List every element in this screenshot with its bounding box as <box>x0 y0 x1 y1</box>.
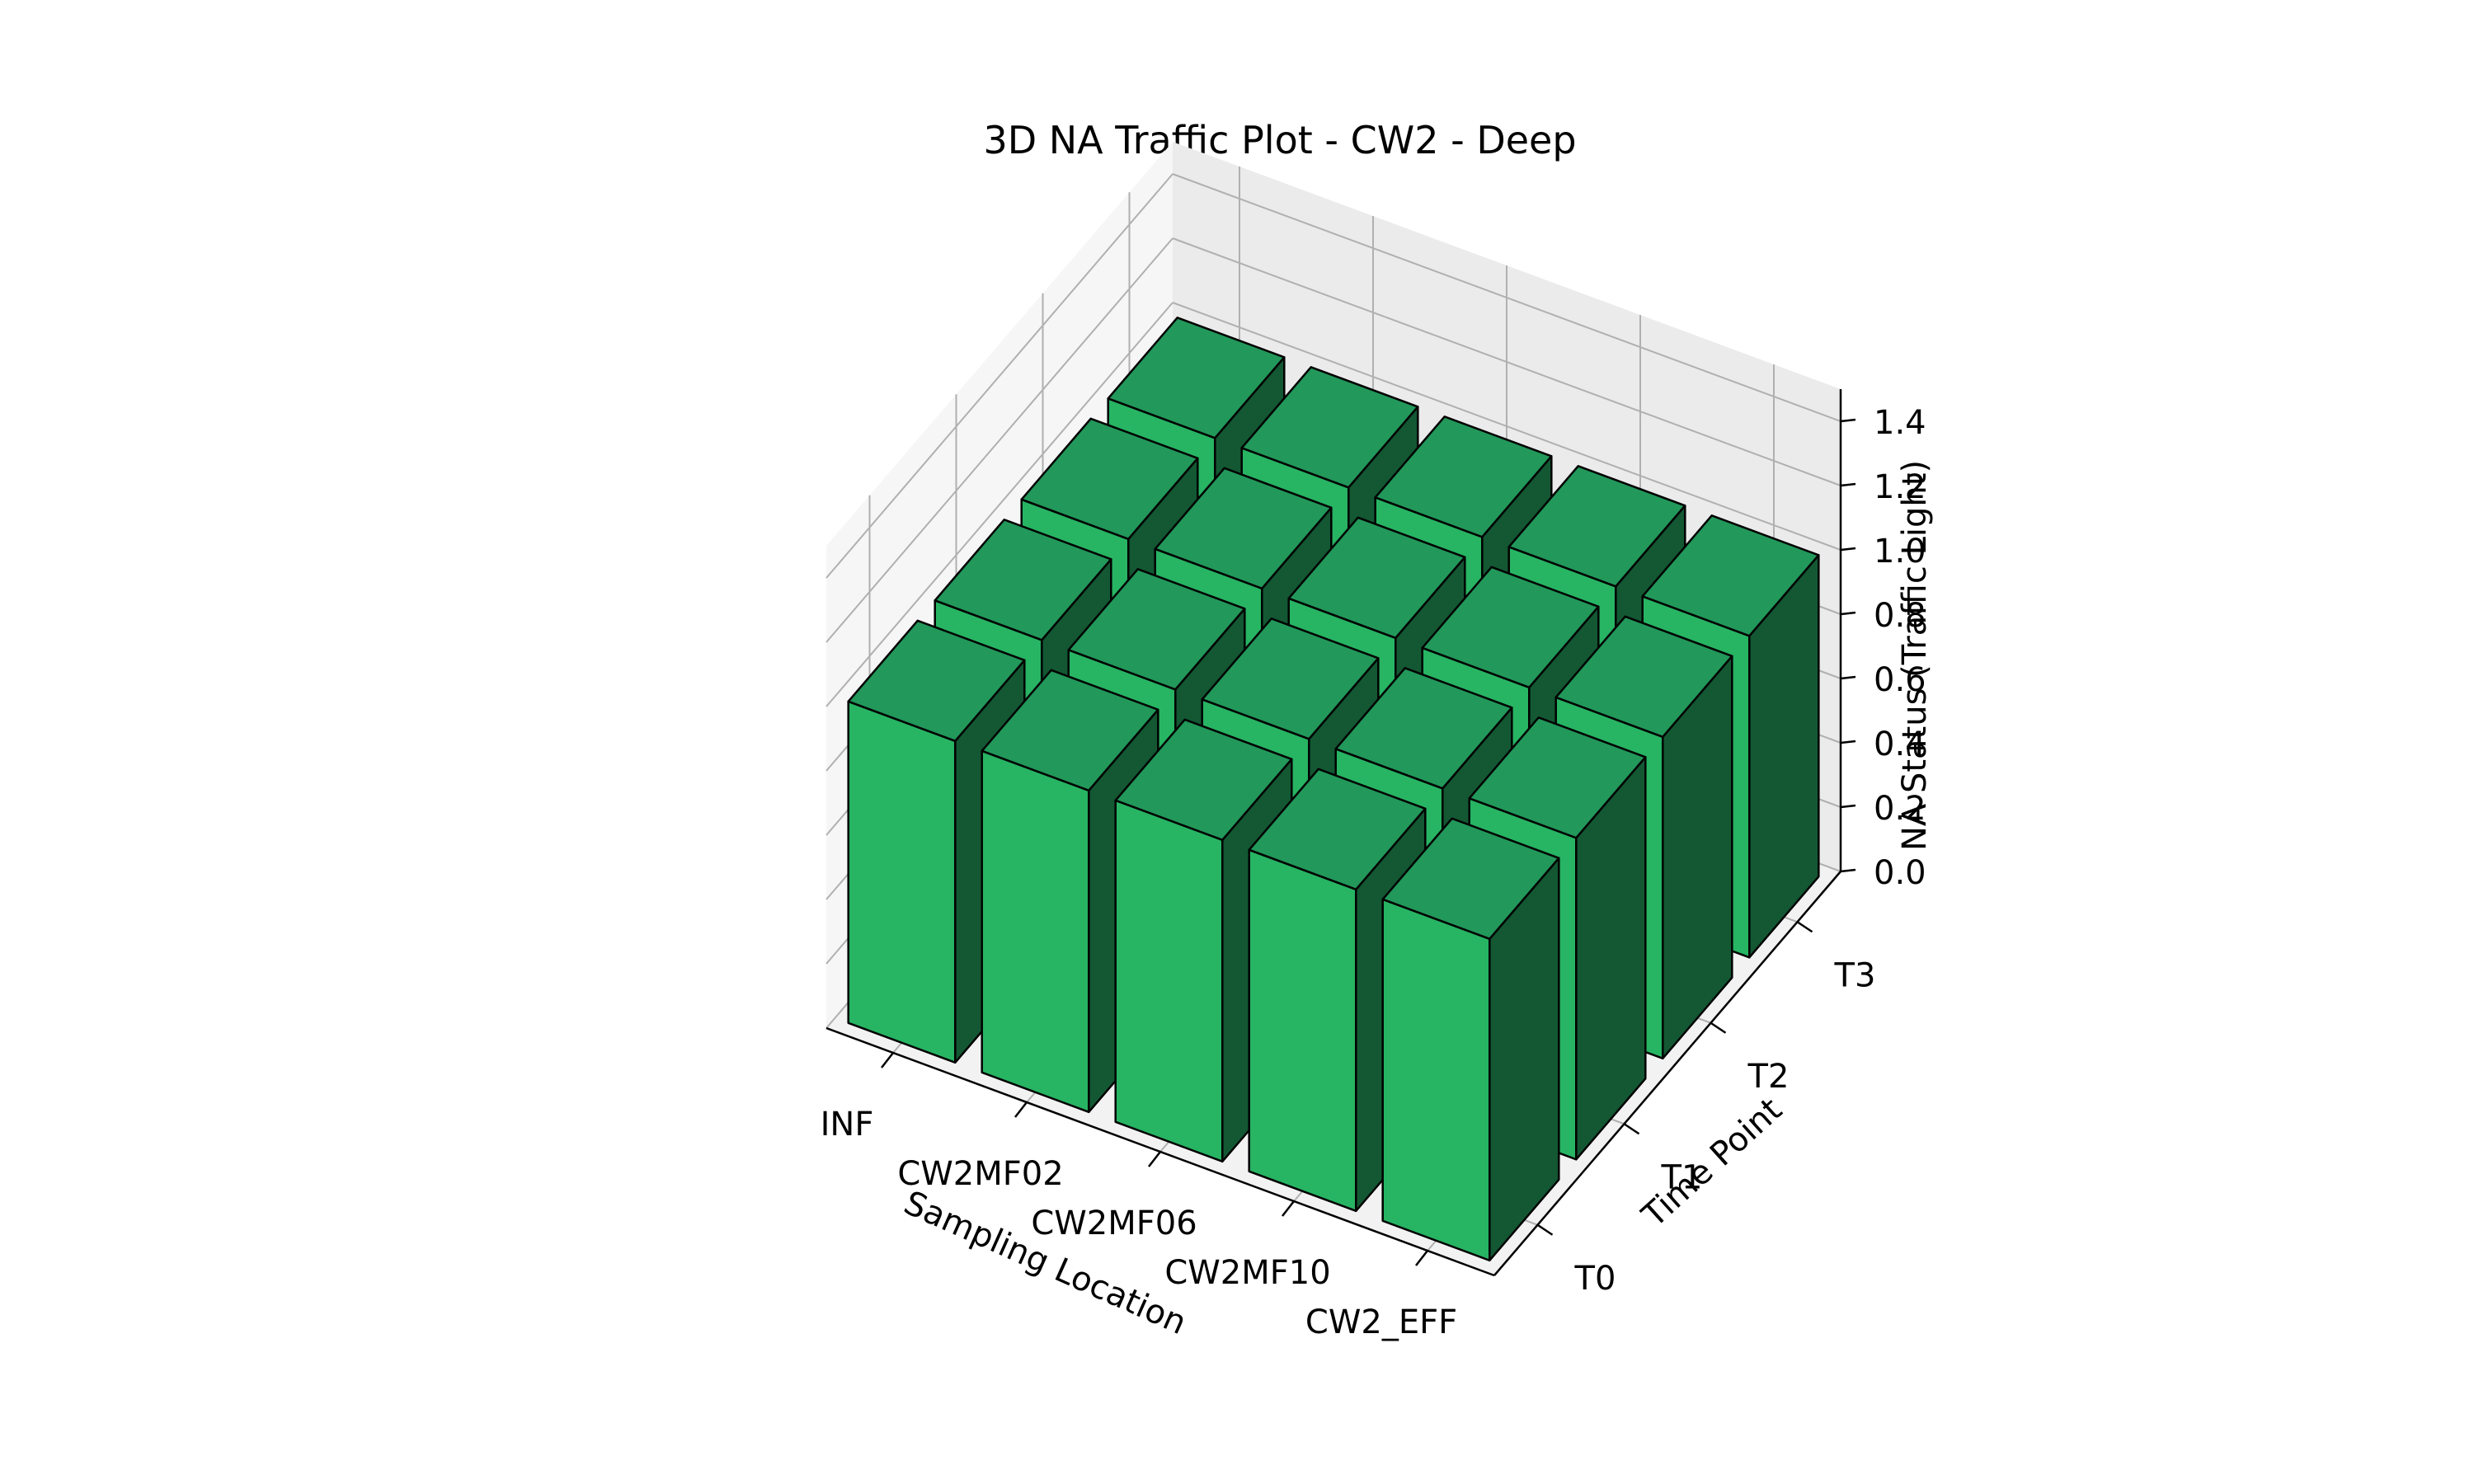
y-tick <box>1796 921 1813 933</box>
z-gridline-left <box>825 237 1174 643</box>
x-tick-label: CW2MF06 <box>1031 1205 1197 1242</box>
z-tick-label: 0.2 <box>1874 790 1926 828</box>
bar <box>1381 817 1560 1262</box>
x-tick-label: CW2MF02 <box>897 1155 1063 1193</box>
z-tick <box>1840 482 1856 487</box>
z-tick <box>1840 868 1856 873</box>
z-gridline-left <box>825 173 1174 579</box>
bar-top-face <box>1154 467 1333 590</box>
y-tick-label: T1 <box>1661 1158 1703 1196</box>
bar-front-face <box>847 700 957 1064</box>
bar-top-face <box>1641 514 1820 637</box>
z-tick-label: 0.0 <box>1874 854 1926 892</box>
bar-top-face <box>1020 417 1199 541</box>
y-tick-label: T2 <box>1747 1058 1790 1096</box>
x-tick <box>1148 1151 1161 1167</box>
bar-top-face <box>934 519 1112 641</box>
x-tick <box>1282 1200 1295 1217</box>
x-tick-label: INF <box>821 1106 874 1144</box>
bar-top-face <box>1067 568 1246 691</box>
z-tick-label: 1.2 <box>1874 468 1926 506</box>
bar-top-face <box>1248 768 1427 891</box>
z-tick-label: 0.4 <box>1874 726 1926 763</box>
y-tick <box>1710 1021 1727 1034</box>
bar-top-face <box>1107 317 1286 439</box>
bar-top-face <box>981 669 1159 792</box>
x-tick-label: CW2MF10 <box>1164 1254 1330 1292</box>
y-axis-label: Time Point <box>1634 1091 1790 1235</box>
x-tick <box>1415 1250 1428 1266</box>
y-axis-line <box>1493 871 1841 1276</box>
z-tick <box>1840 675 1856 680</box>
bar-front-face <box>1381 898 1491 1262</box>
x-tick <box>1014 1101 1028 1118</box>
y-tick <box>1623 1123 1640 1135</box>
bar-top-face <box>1201 618 1380 740</box>
z-tick <box>1840 611 1856 616</box>
z-tick-label: 1.4 <box>1874 404 1926 442</box>
bar-top-face <box>847 619 1026 743</box>
z-axis-label: NA Status (Traffic Light) <box>1896 460 1934 851</box>
bar <box>847 619 1026 1064</box>
bar-top-face <box>1287 516 1466 640</box>
x-tick-label: CW2_EFF <box>1305 1303 1457 1341</box>
tick-labels: INF CW2MF02 CW2MF06 CW2MF10 CW2_EFF T0 T1 T2 T3 0… <box>821 404 1926 1341</box>
z-tick <box>1840 740 1856 744</box>
bar-top-face <box>1507 465 1686 588</box>
bar-top-face <box>1334 667 1513 790</box>
y-tick-label: T0 <box>1574 1260 1616 1298</box>
bars <box>847 317 1820 1262</box>
bar-top-face <box>1374 416 1553 538</box>
y-tick <box>1536 1223 1554 1236</box>
z-tick-label: 1.0 <box>1874 533 1926 571</box>
bar-front-face <box>1114 799 1224 1163</box>
y-tick-label: T3 <box>1834 956 1876 994</box>
z-tick <box>1840 547 1856 552</box>
z-tick <box>1840 804 1856 809</box>
bar-top-face <box>1554 615 1733 739</box>
bar-top-face <box>1468 716 1647 839</box>
bar-front-face <box>981 749 1090 1114</box>
x-tick <box>881 1052 894 1068</box>
bar-front-face <box>1248 848 1357 1213</box>
z-tick-label: 0.6 <box>1874 661 1926 699</box>
z-tick-label: 0.8 <box>1874 597 1926 635</box>
bar-top-face <box>1381 817 1560 941</box>
z-tick <box>1840 418 1856 423</box>
bar-top-face <box>1240 366 1419 489</box>
chart-title: 3D NA Traffic Plot - CW2 - Deep <box>983 118 1576 162</box>
bar-top-face <box>1421 566 1600 689</box>
z-gridline-left <box>825 302 1174 707</box>
bar-top-face <box>1114 718 1293 842</box>
